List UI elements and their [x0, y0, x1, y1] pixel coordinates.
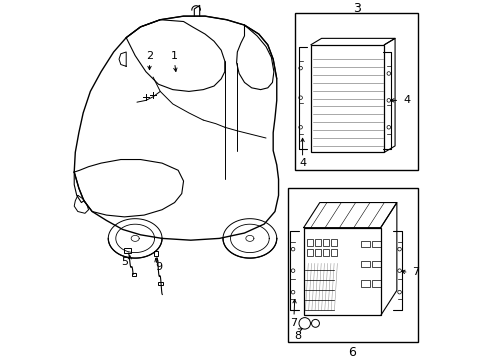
Bar	[360, 261, 369, 267]
Bar	[330, 239, 336, 246]
Text: 7: 7	[290, 318, 297, 328]
Text: 2: 2	[145, 50, 153, 60]
Bar	[287, 188, 418, 342]
Bar	[323, 249, 328, 256]
Bar	[303, 228, 380, 315]
Text: 1: 1	[171, 50, 178, 60]
Text: 8: 8	[294, 331, 301, 341]
Bar	[314, 239, 320, 246]
Text: 9: 9	[155, 262, 163, 272]
Bar	[158, 282, 163, 285]
Bar	[306, 249, 312, 256]
Text: 7: 7	[411, 267, 419, 278]
Bar	[371, 241, 380, 247]
Bar	[330, 249, 336, 256]
Bar	[314, 249, 320, 256]
Bar	[310, 45, 384, 152]
Bar	[306, 239, 312, 246]
Text: 4: 4	[298, 158, 305, 168]
Bar	[323, 239, 328, 246]
Bar	[360, 280, 369, 287]
Bar	[154, 251, 158, 256]
Bar	[131, 273, 136, 276]
Bar	[371, 261, 380, 267]
Bar	[371, 280, 380, 287]
Text: 3: 3	[353, 3, 361, 15]
Bar	[294, 13, 418, 170]
Text: 5: 5	[121, 257, 128, 267]
Bar	[124, 248, 131, 253]
Bar	[360, 241, 369, 247]
Text: 6: 6	[347, 346, 355, 359]
Text: 4: 4	[402, 95, 409, 105]
